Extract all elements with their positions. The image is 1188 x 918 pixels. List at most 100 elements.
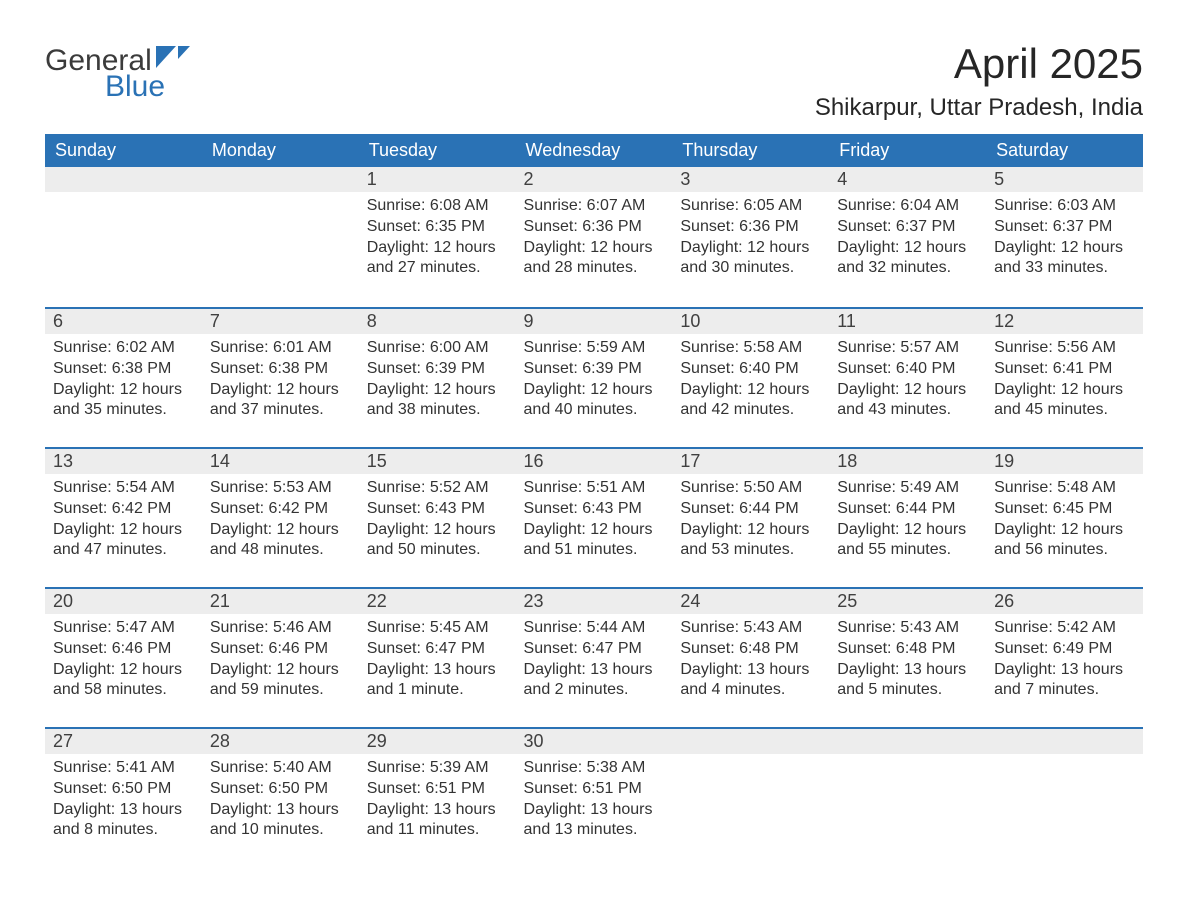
day-number: 19 xyxy=(986,447,1143,474)
sunrise-text: Sunrise: 5:41 AM xyxy=(53,758,194,779)
calendar-cell: 2Sunrise: 6:07 AMSunset: 6:36 PMDaylight… xyxy=(516,167,673,307)
daylight-text: Daylight: 13 hours and 5 minutes. xyxy=(837,660,978,702)
day-number: 1 xyxy=(359,167,516,192)
calendar-cell: 30Sunrise: 5:38 AMSunset: 6:51 PMDayligh… xyxy=(516,727,673,867)
day-body: Sunrise: 6:07 AMSunset: 6:36 PMDaylight:… xyxy=(516,192,673,287)
daylight-text: Daylight: 12 hours and 58 minutes. xyxy=(53,660,194,702)
location: Shikarpur, Uttar Pradesh, India xyxy=(815,94,1143,122)
header: General Blue April 2025 Shikarpur, Uttar… xyxy=(45,40,1143,122)
day-number: 11 xyxy=(829,307,986,334)
sunset-text: Sunset: 6:39 PM xyxy=(524,359,665,380)
calendar-cell: 7Sunrise: 6:01 AMSunset: 6:38 PMDaylight… xyxy=(202,307,359,447)
day-number: 22 xyxy=(359,587,516,614)
calendar-cell: 15Sunrise: 5:52 AMSunset: 6:43 PMDayligh… xyxy=(359,447,516,587)
day-body: Sunrise: 5:59 AMSunset: 6:39 PMDaylight:… xyxy=(516,334,673,429)
sunset-text: Sunset: 6:42 PM xyxy=(210,499,351,520)
calendar-week-row: 1Sunrise: 6:08 AMSunset: 6:35 PMDaylight… xyxy=(45,167,1143,307)
calendar-cell: 28Sunrise: 5:40 AMSunset: 6:50 PMDayligh… xyxy=(202,727,359,867)
sunrise-text: Sunrise: 5:59 AM xyxy=(524,338,665,359)
sunset-text: Sunset: 6:47 PM xyxy=(524,639,665,660)
sunset-text: Sunset: 6:43 PM xyxy=(524,499,665,520)
sunrise-text: Sunrise: 6:04 AM xyxy=(837,196,978,217)
sunset-text: Sunset: 6:44 PM xyxy=(837,499,978,520)
logo: General Blue xyxy=(45,40,190,102)
sunrise-text: Sunrise: 5:46 AM xyxy=(210,618,351,639)
calendar-week-row: 20Sunrise: 5:47 AMSunset: 6:46 PMDayligh… xyxy=(45,587,1143,727)
sunrise-text: Sunrise: 5:39 AM xyxy=(367,758,508,779)
sunset-text: Sunset: 6:51 PM xyxy=(524,779,665,800)
logo-flag-icon xyxy=(156,46,190,71)
sunset-text: Sunset: 6:41 PM xyxy=(994,359,1135,380)
sunrise-text: Sunrise: 6:02 AM xyxy=(53,338,194,359)
calendar-cell: 11Sunrise: 5:57 AMSunset: 6:40 PMDayligh… xyxy=(829,307,986,447)
daylight-text: Daylight: 12 hours and 37 minutes. xyxy=(210,380,351,422)
day-body: Sunrise: 5:45 AMSunset: 6:47 PMDaylight:… xyxy=(359,614,516,709)
day-number: 13 xyxy=(45,447,202,474)
daylight-text: Daylight: 12 hours and 55 minutes. xyxy=(837,520,978,562)
sunset-text: Sunset: 6:46 PM xyxy=(53,639,194,660)
sunset-text: Sunset: 6:46 PM xyxy=(210,639,351,660)
day-number: 23 xyxy=(516,587,673,614)
sunrise-text: Sunrise: 5:42 AM xyxy=(994,618,1135,639)
sunrise-text: Sunrise: 5:40 AM xyxy=(210,758,351,779)
daylight-text: Daylight: 13 hours and 2 minutes. xyxy=(524,660,665,702)
sunrise-text: Sunrise: 5:38 AM xyxy=(524,758,665,779)
day-number: 20 xyxy=(45,587,202,614)
daylight-text: Daylight: 13 hours and 4 minutes. xyxy=(680,660,821,702)
calendar-cell xyxy=(986,727,1143,867)
day-body: Sunrise: 5:56 AMSunset: 6:41 PMDaylight:… xyxy=(986,334,1143,429)
daylight-text: Daylight: 13 hours and 11 minutes. xyxy=(367,800,508,842)
daylight-text: Daylight: 12 hours and 42 minutes. xyxy=(680,380,821,422)
daylight-text: Daylight: 12 hours and 48 minutes. xyxy=(210,520,351,562)
sunset-text: Sunset: 6:44 PM xyxy=(680,499,821,520)
weekday-header: Sunday xyxy=(45,134,202,167)
day-number: 3 xyxy=(672,167,829,192)
daylight-text: Daylight: 12 hours and 45 minutes. xyxy=(994,380,1135,422)
sunrise-text: Sunrise: 5:44 AM xyxy=(524,618,665,639)
day-number: 26 xyxy=(986,587,1143,614)
calendar-cell: 16Sunrise: 5:51 AMSunset: 6:43 PMDayligh… xyxy=(516,447,673,587)
calendar-cell: 29Sunrise: 5:39 AMSunset: 6:51 PMDayligh… xyxy=(359,727,516,867)
sunset-text: Sunset: 6:35 PM xyxy=(367,217,508,238)
day-number xyxy=(672,727,829,754)
sunset-text: Sunset: 6:40 PM xyxy=(680,359,821,380)
calendar-cell: 24Sunrise: 5:43 AMSunset: 6:48 PMDayligh… xyxy=(672,587,829,727)
day-number: 18 xyxy=(829,447,986,474)
day-number xyxy=(829,727,986,754)
day-number: 25 xyxy=(829,587,986,614)
sunrise-text: Sunrise: 6:00 AM xyxy=(367,338,508,359)
daylight-text: Daylight: 12 hours and 27 minutes. xyxy=(367,238,508,280)
calendar-cell: 18Sunrise: 5:49 AMSunset: 6:44 PMDayligh… xyxy=(829,447,986,587)
day-body: Sunrise: 5:47 AMSunset: 6:46 PMDaylight:… xyxy=(45,614,202,709)
daylight-text: Daylight: 12 hours and 56 minutes. xyxy=(994,520,1135,562)
day-number xyxy=(45,167,202,192)
calendar-cell xyxy=(202,167,359,307)
day-number: 10 xyxy=(672,307,829,334)
calendar-cell: 3Sunrise: 6:05 AMSunset: 6:36 PMDaylight… xyxy=(672,167,829,307)
weekday-header: Monday xyxy=(202,134,359,167)
day-body: Sunrise: 5:51 AMSunset: 6:43 PMDaylight:… xyxy=(516,474,673,569)
month-title: April 2025 xyxy=(815,40,1143,88)
weekday-header: Wednesday xyxy=(516,134,673,167)
weekday-header: Tuesday xyxy=(359,134,516,167)
sunrise-text: Sunrise: 5:43 AM xyxy=(680,618,821,639)
calendar-cell: 22Sunrise: 5:45 AMSunset: 6:47 PMDayligh… xyxy=(359,587,516,727)
day-number: 30 xyxy=(516,727,673,754)
logo-text-blue: Blue xyxy=(45,73,190,102)
sunset-text: Sunset: 6:50 PM xyxy=(210,779,351,800)
day-body: Sunrise: 5:53 AMSunset: 6:42 PMDaylight:… xyxy=(202,474,359,569)
day-body: Sunrise: 5:49 AMSunset: 6:44 PMDaylight:… xyxy=(829,474,986,569)
day-number: 28 xyxy=(202,727,359,754)
day-body: Sunrise: 5:50 AMSunset: 6:44 PMDaylight:… xyxy=(672,474,829,569)
sunrise-text: Sunrise: 5:54 AM xyxy=(53,478,194,499)
calendar-cell: 1Sunrise: 6:08 AMSunset: 6:35 PMDaylight… xyxy=(359,167,516,307)
day-body: Sunrise: 5:46 AMSunset: 6:46 PMDaylight:… xyxy=(202,614,359,709)
calendar-week-row: 6Sunrise: 6:02 AMSunset: 6:38 PMDaylight… xyxy=(45,307,1143,447)
sunrise-text: Sunrise: 5:48 AM xyxy=(994,478,1135,499)
sunset-text: Sunset: 6:48 PM xyxy=(680,639,821,660)
day-body: Sunrise: 6:08 AMSunset: 6:35 PMDaylight:… xyxy=(359,192,516,287)
daylight-text: Daylight: 12 hours and 35 minutes. xyxy=(53,380,194,422)
day-number: 15 xyxy=(359,447,516,474)
day-body: Sunrise: 5:42 AMSunset: 6:49 PMDaylight:… xyxy=(986,614,1143,709)
daylight-text: Daylight: 12 hours and 53 minutes. xyxy=(680,520,821,562)
